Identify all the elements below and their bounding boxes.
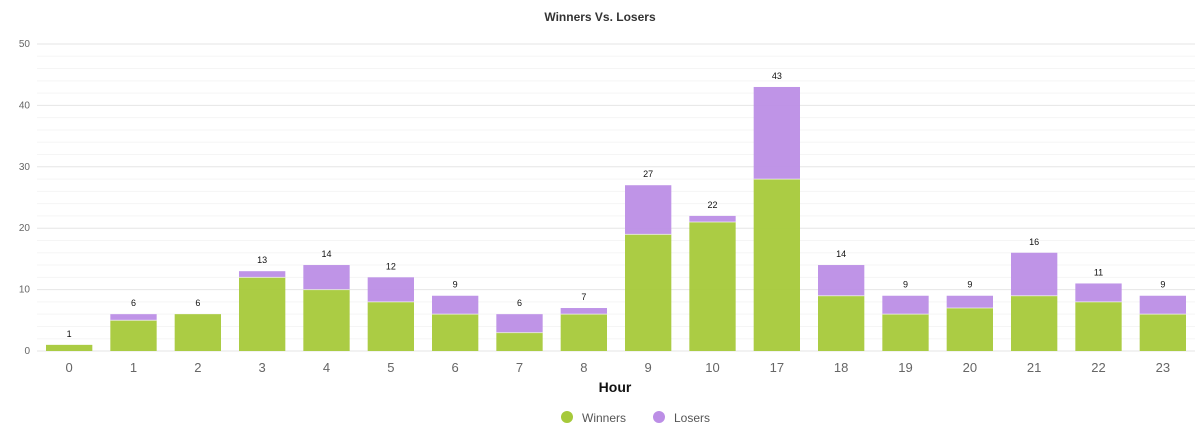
x-tick-label: 10	[705, 360, 719, 375]
total-label-hour-17: 43	[772, 71, 782, 81]
y-tick-label: 10	[19, 285, 31, 296]
legend[interactable]: Winners Losers	[561, 411, 710, 425]
bar-losers-hour-23[interactable]	[1139, 295, 1186, 315]
bar-losers-hour-18[interactable]	[818, 265, 865, 296]
x-tick-label: 2	[194, 360, 201, 375]
total-label-hour-9: 27	[643, 169, 653, 179]
x-tick-label: 7	[516, 360, 523, 375]
y-axis-ticks: 0 10 20 30 40 50	[19, 39, 31, 357]
bar-losers-hour-8[interactable]	[560, 308, 607, 315]
total-label-hour-20: 9	[967, 280, 972, 290]
bar-losers-hour-3[interactable]	[239, 271, 286, 278]
total-label-hour-4: 14	[321, 249, 331, 259]
x-tick-label: 9	[645, 360, 652, 375]
bar-losers-hour-5[interactable]	[367, 277, 414, 302]
total-label-hour-22: 11	[1094, 267, 1103, 277]
x-tick-label: 1	[130, 360, 137, 375]
bar-winners-hour-18[interactable]	[818, 295, 865, 351]
total-label-hour-10: 22	[707, 200, 717, 210]
x-tick-label: 8	[580, 360, 587, 375]
legend-marker-icon	[653, 411, 665, 423]
total-label-hour-7: 6	[517, 298, 522, 308]
bar-winners-hour-0[interactable]	[46, 344, 93, 351]
bar-winners-hour-8[interactable]	[560, 314, 607, 351]
bar-winners-hour-10[interactable]	[689, 222, 736, 351]
bar-losers-hour-9[interactable]	[625, 185, 672, 235]
total-label-hour-0: 1	[67, 329, 72, 339]
bar-losers-hour-21[interactable]	[1011, 252, 1058, 296]
x-tick-label: 18	[834, 360, 848, 375]
total-label-hour-6: 9	[453, 280, 458, 290]
bar-winners-hour-21[interactable]	[1011, 295, 1058, 351]
chart-title: Winners Vs. Losers	[544, 10, 656, 24]
total-label-hour-18: 14	[836, 249, 846, 259]
y-tick-label: 50	[19, 39, 31, 50]
bar-losers-hour-22[interactable]	[1075, 283, 1122, 302]
bar-losers-hour-1[interactable]	[110, 314, 157, 321]
x-tick-label: 22	[1091, 360, 1105, 375]
y-tick-label: 30	[19, 162, 31, 173]
bar-winners-hour-1[interactable]	[110, 320, 157, 351]
x-tick-label: 17	[770, 360, 784, 375]
x-tick-label: 4	[323, 360, 330, 375]
x-tick-label: 5	[387, 360, 394, 375]
x-axis-ticks: 0 1 2 3 4 5 6 7 8 9 10 17 18 19 20 21 22 23	[66, 360, 1171, 375]
legend-marker-icon	[561, 411, 573, 423]
x-axis-label: Hour	[599, 379, 632, 395]
total-label-hour-19: 9	[903, 280, 908, 290]
y-tick-label: 0	[24, 346, 30, 357]
total-label-hour-3: 13	[257, 255, 267, 265]
bar-losers-hour-17[interactable]	[753, 86, 800, 180]
total-label-hour-2: 6	[195, 298, 200, 308]
y-tick-label: 40	[19, 100, 31, 111]
x-tick-label: 23	[1156, 360, 1170, 375]
x-tick-label: 0	[66, 360, 73, 375]
bar-winners-hour-6[interactable]	[432, 314, 479, 351]
bar-losers-hour-4[interactable]	[303, 265, 350, 290]
bar-losers-hour-7[interactable]	[496, 314, 543, 333]
bar-winners-hour-17[interactable]	[753, 179, 800, 351]
bar-winners-hour-20[interactable]	[946, 308, 993, 351]
legend-item-winners[interactable]: Winners	[561, 411, 626, 425]
total-label-hour-1: 6	[131, 298, 136, 308]
x-tick-label: 19	[898, 360, 912, 375]
bar-winners-hour-9[interactable]	[625, 234, 672, 351]
bar-winners-hour-3[interactable]	[239, 277, 286, 351]
bar-losers-hour-19[interactable]	[882, 295, 929, 315]
bar-winners-hour-23[interactable]	[1139, 314, 1186, 351]
legend-item-losers[interactable]: Losers	[653, 411, 710, 425]
total-label-hour-23: 9	[1160, 280, 1165, 290]
bar-winners-hour-22[interactable]	[1075, 301, 1122, 351]
bar-winners-hour-2[interactable]	[174, 314, 221, 351]
x-tick-label: 6	[452, 360, 459, 375]
total-label-hour-5: 12	[386, 261, 396, 271]
legend-label: Winners	[582, 411, 626, 425]
bar-losers-hour-6[interactable]	[432, 295, 479, 315]
total-label-hour-8: 7	[581, 292, 586, 302]
gridlines	[37, 43, 1195, 352]
total-label-hour-21: 16	[1029, 237, 1039, 247]
y-tick-label: 20	[19, 223, 31, 234]
x-tick-label: 21	[1027, 360, 1041, 375]
bar-winners-hour-5[interactable]	[367, 301, 414, 351]
bar-winners-hour-7[interactable]	[496, 332, 543, 351]
bars	[46, 86, 1186, 351]
bar-losers-hour-20[interactable]	[946, 295, 993, 309]
bar-losers-hour-10[interactable]	[689, 215, 736, 223]
bar-winners-hour-19[interactable]	[882, 314, 929, 351]
x-tick-label: 3	[259, 360, 266, 375]
bar-winners-hour-4[interactable]	[303, 289, 350, 351]
legend-label: Losers	[674, 411, 710, 425]
x-tick-label: 20	[963, 360, 977, 375]
